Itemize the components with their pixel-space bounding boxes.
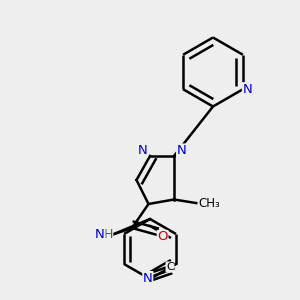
Text: N: N — [143, 272, 153, 285]
Text: N: N — [138, 144, 147, 157]
Text: CH₃: CH₃ — [198, 196, 220, 210]
Text: O: O — [158, 230, 168, 244]
Text: C: C — [166, 262, 174, 272]
Text: H: H — [103, 228, 113, 241]
Text: N: N — [242, 83, 252, 96]
Text: N: N — [177, 144, 186, 157]
Text: N: N — [95, 228, 105, 241]
